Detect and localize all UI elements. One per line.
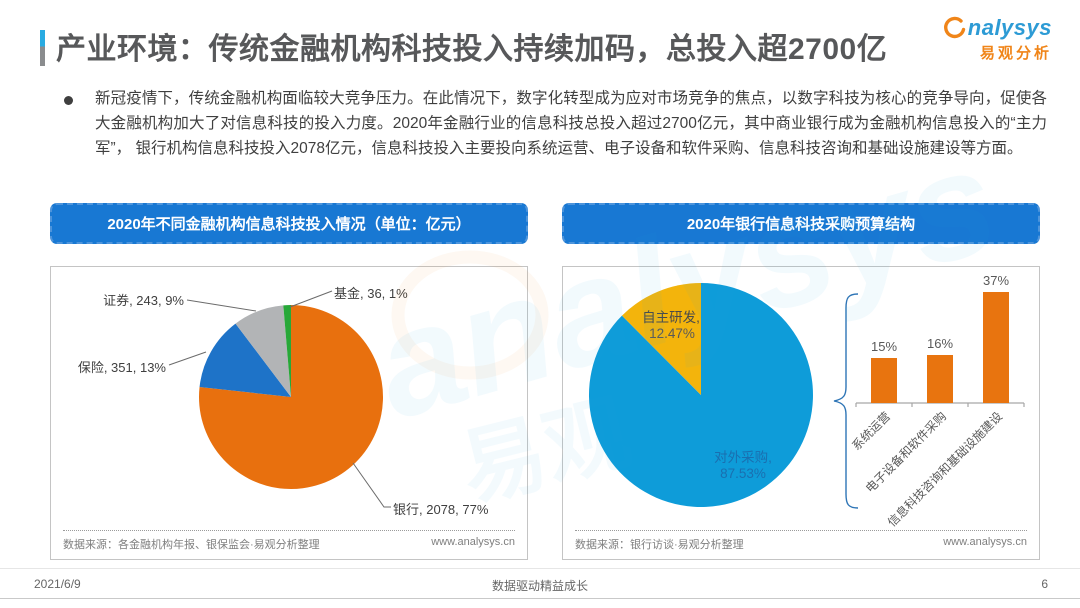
leader-line-insurance xyxy=(168,351,207,366)
footer-slogan: 数据驱动精益成长 xyxy=(491,579,588,593)
right-chart-title: 2020年银行信息科技采购预算结构 xyxy=(562,203,1040,244)
left-pie-canvas xyxy=(168,290,391,508)
pie-label-fund: 基金, 36, 1% xyxy=(334,286,408,301)
leader-line-securities xyxy=(186,299,257,312)
pie-label-securities: 证券, 243, 9% xyxy=(103,293,184,308)
pie-label-external-name: 对外采购, xyxy=(714,450,772,465)
pie-slice-银行 xyxy=(199,305,384,489)
leader-line-fund xyxy=(289,290,333,308)
right-source-row: 数据来源：银行访谈·易观分析整理 www.analysys.cn xyxy=(575,530,1027,552)
bar-电子设备和软件采购 xyxy=(927,355,953,403)
intro-paragraph: 新冠疫情下，传统金融机构面临较大竞争压力。在此情况下，数字化转型成为应对市场竞争… xyxy=(95,90,1047,157)
logo-brand-chinese: 易观分析 xyxy=(979,45,1052,62)
bar-category-label: 系统运营 xyxy=(849,409,893,453)
pie-slice-保险 xyxy=(199,323,291,397)
page-title: 产业环境：传统金融机构科技投入持续加码，总投入超2700亿 xyxy=(56,33,888,66)
title-accent-bar xyxy=(40,30,45,66)
pie-label-external-pct: 87.53% xyxy=(720,466,766,481)
logo-brand-text: nalysys xyxy=(967,14,1052,40)
pie-label-inhouse-name: 自主研发, xyxy=(642,310,700,325)
analysys-logo: nalysys 易观分析 xyxy=(941,14,1052,63)
right-chart-panel: 15% 系统运营 16% 电子设备和软件采购 37% 信息科技咨询和基础设施建设 自主研发… xyxy=(562,266,1040,560)
pie-institutions xyxy=(199,305,384,489)
bar-信息科技咨询和基础设施建设 xyxy=(983,292,1009,403)
left-source-row: 数据来源：各金融机构年报、银保监会·易观分析整理 www.analysys.cn xyxy=(63,530,515,552)
bar-category-label: 信息科技咨询和基础设施建设 xyxy=(884,409,1005,530)
pie-slice-证券 xyxy=(235,305,291,397)
pie-label-bank: 银行, 2078, 77% xyxy=(393,502,489,517)
bar-系统运营 xyxy=(871,358,897,403)
left-source-site: www.analysys.cn xyxy=(431,536,515,548)
pie-label-inhouse-pct: 12.47% xyxy=(649,326,695,341)
pie-slice-对外采购 xyxy=(588,283,813,507)
pie-label-insurance: 保险, 351, 13% xyxy=(77,360,166,375)
left-chart-title: 2020年不同金融机构信息科技投入情况（单位：亿元） xyxy=(50,203,528,244)
footer-date: 2021/6/9 xyxy=(34,577,81,591)
pie-slice-自主研发 xyxy=(621,283,701,395)
bullet-icon xyxy=(64,96,73,105)
right-source-text: 数据来源：银行访谈·易观分析整理 xyxy=(575,539,744,551)
logo-swirl-icon xyxy=(943,16,965,39)
bar-value-label: 16% xyxy=(927,336,953,351)
brace-bracket xyxy=(833,293,859,509)
right-source-site: www.analysys.cn xyxy=(943,536,1027,548)
left-source-text: 数据来源：各金融机构年报、银保监会·易观分析整理 xyxy=(63,539,320,551)
bar-value-label: 37% xyxy=(983,273,1009,288)
leader-line-bank xyxy=(352,462,391,508)
footer-divider-bottom xyxy=(0,598,1080,599)
bar-value-label: 15% xyxy=(871,339,897,354)
pie-slice-基金 xyxy=(283,305,291,397)
footer-page-number: 6 xyxy=(1041,577,1048,591)
pie-procurement xyxy=(588,283,813,507)
left-chart-panel: 基金, 36, 1% 证券, 243, 9% 保险, 351, 13% 银行, … xyxy=(50,266,528,560)
footer-divider-top xyxy=(0,568,1080,569)
